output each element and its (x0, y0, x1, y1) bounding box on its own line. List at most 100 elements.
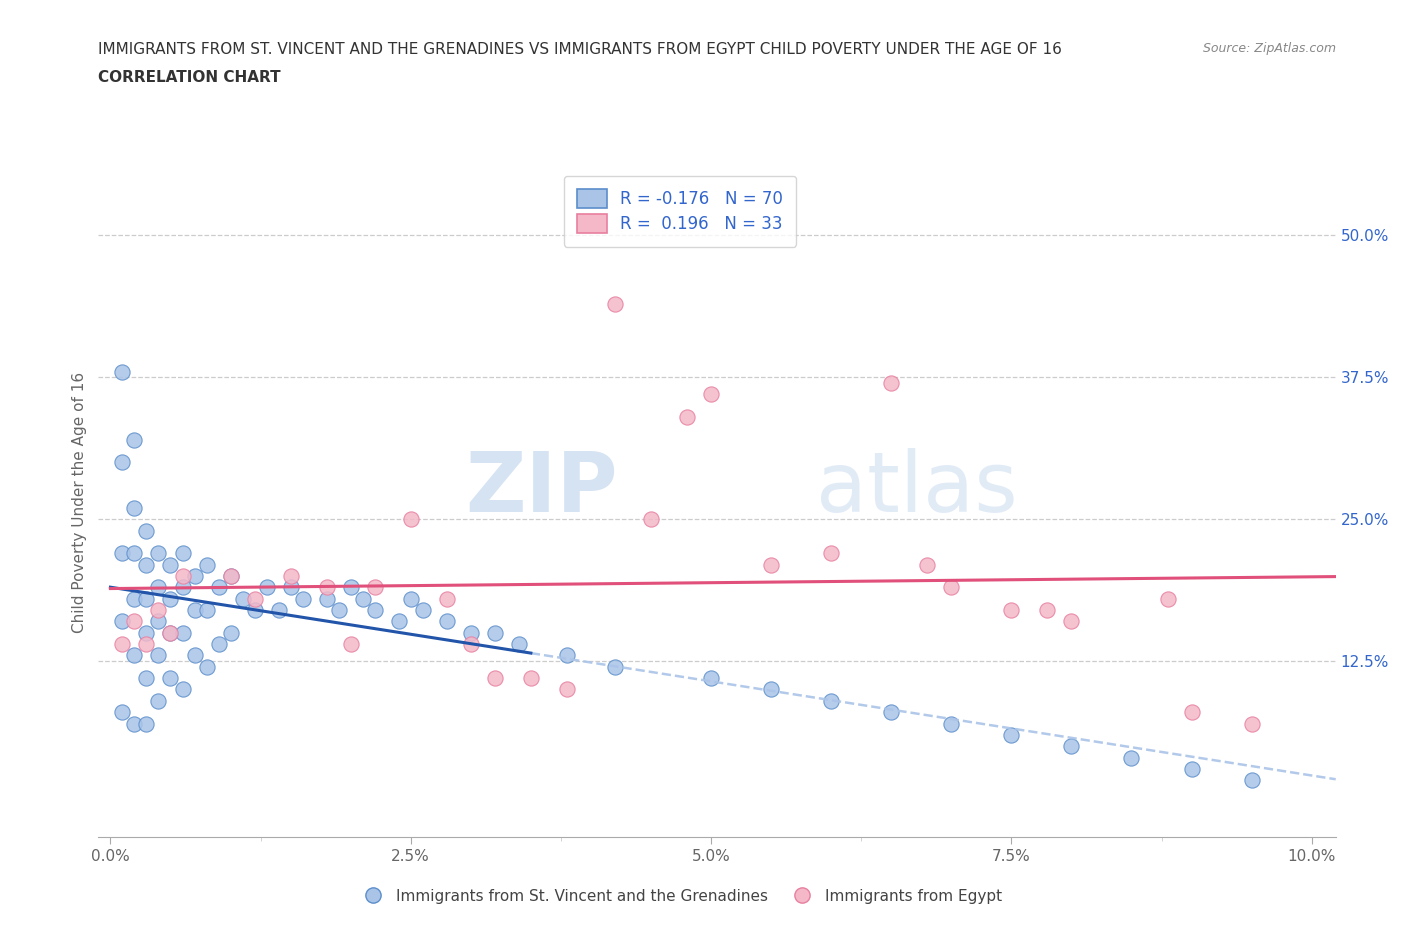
Point (219, 625, 242, 640)
Point (820, 546, 842, 561)
Legend: Immigrants from St. Vincent and the Grenadines, Immigrants from Egypt: Immigrants from St. Vincent and the Gren… (352, 883, 1008, 910)
Point (603, 659, 626, 674)
Point (148, 546, 170, 561)
Point (135, 671, 157, 685)
Point (111, 546, 134, 561)
Point (124, 614, 146, 629)
Point (124, 432, 146, 447)
Point (159, 671, 181, 685)
Point (1000, 603, 1022, 618)
Point (172, 682, 194, 697)
Point (759, 682, 782, 697)
Point (172, 568, 194, 583)
Point (159, 591, 181, 606)
Point (243, 591, 266, 606)
Point (183, 568, 205, 583)
Point (135, 524, 157, 538)
Point (1036, 603, 1059, 618)
Point (135, 716, 157, 731)
Point (135, 625, 157, 640)
Point (172, 625, 194, 640)
Point (291, 591, 314, 606)
Point (759, 557, 782, 572)
Point (1240, 716, 1263, 731)
Point (1240, 773, 1263, 788)
Point (172, 580, 194, 595)
Point (1156, 591, 1178, 606)
Point (640, 512, 662, 526)
Point (880, 705, 903, 720)
Point (148, 648, 170, 663)
Point (183, 648, 205, 663)
Point (172, 546, 194, 561)
Point (484, 625, 506, 640)
Point (219, 568, 242, 583)
Point (484, 671, 506, 685)
Point (555, 682, 578, 697)
Point (135, 591, 157, 606)
Point (1180, 705, 1202, 720)
Point (111, 455, 134, 470)
Point (195, 603, 218, 618)
Point (159, 625, 181, 640)
Y-axis label: Child Poverty Under the Age of 16: Child Poverty Under the Age of 16 (72, 372, 87, 632)
Point (364, 603, 387, 618)
Point (917, 557, 939, 572)
Point (124, 546, 146, 561)
Point (124, 716, 146, 731)
Point (460, 637, 482, 652)
Point (1121, 751, 1143, 765)
Text: ZIP: ZIP (465, 448, 619, 529)
Point (520, 671, 543, 685)
Point (700, 387, 723, 402)
Point (436, 591, 458, 606)
Point (148, 580, 170, 595)
Point (195, 659, 218, 674)
Point (243, 603, 266, 618)
Point (219, 568, 242, 583)
Point (1060, 614, 1083, 629)
Point (207, 580, 229, 595)
Point (315, 591, 337, 606)
Point (135, 557, 157, 572)
Point (195, 557, 218, 572)
Point (508, 637, 530, 652)
Point (159, 557, 181, 572)
Point (111, 637, 134, 652)
Point (135, 637, 157, 652)
Point (267, 603, 290, 618)
Point (399, 512, 422, 526)
Point (941, 716, 963, 731)
Point (388, 614, 411, 629)
Text: IMMIGRANTS FROM ST. VINCENT AND THE GRENADINES VS IMMIGRANTS FROM EGYPT CHILD PO: IMMIGRANTS FROM ST. VINCENT AND THE GREN… (98, 42, 1063, 57)
Text: CORRELATION CHART: CORRELATION CHART (98, 70, 281, 85)
Point (941, 580, 963, 595)
Point (280, 568, 302, 583)
Point (676, 409, 699, 424)
Point (328, 603, 350, 618)
Point (315, 580, 337, 595)
Point (183, 603, 205, 618)
Point (256, 580, 278, 595)
Point (1060, 738, 1083, 753)
Point (339, 580, 361, 595)
Point (820, 694, 842, 709)
Point (124, 591, 146, 606)
Point (280, 580, 302, 595)
Text: atlas: atlas (815, 448, 1018, 529)
Point (339, 637, 361, 652)
Point (124, 500, 146, 515)
Point (880, 376, 903, 391)
Point (399, 591, 422, 606)
Point (603, 296, 626, 311)
Point (148, 603, 170, 618)
Point (111, 614, 134, 629)
Point (412, 603, 434, 618)
Point (555, 648, 578, 663)
Point (207, 637, 229, 652)
Text: Source: ZipAtlas.com: Source: ZipAtlas.com (1202, 42, 1336, 55)
Point (1180, 762, 1202, 777)
Point (159, 625, 181, 640)
Point (111, 365, 134, 379)
Point (111, 705, 134, 720)
